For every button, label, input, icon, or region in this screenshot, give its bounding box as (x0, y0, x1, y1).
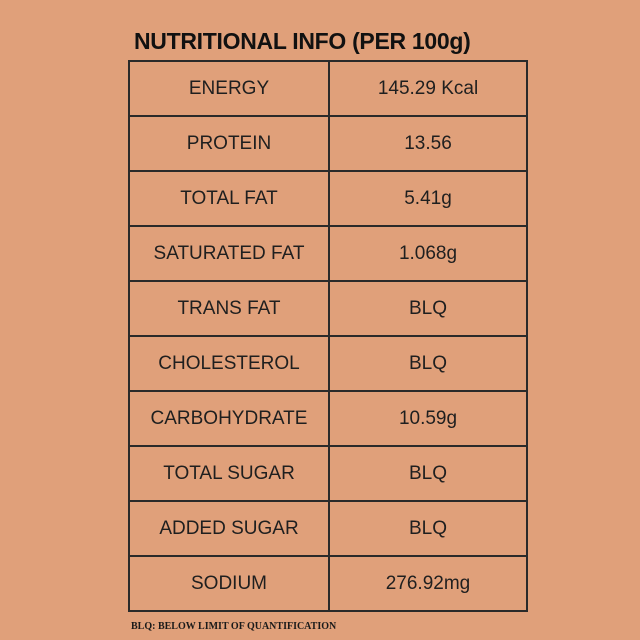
table-row: CARBOHYDRATE 10.59g (130, 392, 526, 447)
nutrient-name: CHOLESTEROL (130, 337, 330, 390)
table-row: TOTAL SUGAR BLQ (130, 447, 526, 502)
nutrient-value: 5.41g (404, 187, 452, 209)
nutrient-name: ENERGY (130, 62, 330, 115)
nutrient-value: BLQ (408, 352, 448, 374)
footnote: BLQ: BELOW LIMIT OF QUANTIFICATION (131, 621, 337, 632)
nutrient-name: PROTEIN (130, 117, 330, 170)
nutrient-value: BLQ (408, 517, 448, 539)
nutrient-value: BLQ (408, 462, 448, 484)
table-row: SATURATED FAT 1.068g (130, 227, 526, 282)
table-row: TRANS FAT BLQ (130, 282, 526, 337)
table-row: CHOLESTEROL BLQ (130, 337, 526, 392)
nutrient-name: CARBOHYDRATE (130, 392, 330, 445)
nutrition-table: ENERGY 145.29 Kcal PROTEIN 13.56 TOTAL F… (128, 60, 528, 612)
nutrient-value: 13.56 (404, 132, 452, 154)
nutrient-name: TRANS FAT (130, 282, 330, 335)
nutrient-value: 145.29 Kcal (377, 77, 479, 99)
table-row: TOTAL FAT 5.41g (130, 172, 526, 227)
page-title: NUTRITIONAL INFO (PER 100g) (134, 28, 471, 54)
table-row: SODIUM 276.92mg (130, 557, 526, 610)
table-row: PROTEIN 13.56 (130, 117, 526, 172)
nutrient-value: 1.068g (398, 242, 458, 264)
table-row: ADDED SUGAR BLQ (130, 502, 526, 557)
nutrient-value: 276.92mg (385, 572, 471, 594)
nutrient-value: 10.59g (398, 407, 458, 429)
nutrient-value: BLQ (408, 297, 448, 319)
nutrient-name: TOTAL SUGAR (130, 447, 330, 500)
nutrient-name: SODIUM (130, 557, 330, 610)
nutrient-name: TOTAL FAT (130, 172, 330, 225)
nutrient-name: SATURATED FAT (130, 227, 330, 280)
nutrient-name: ADDED SUGAR (130, 502, 330, 555)
table-row: ENERGY 145.29 Kcal (130, 62, 526, 117)
